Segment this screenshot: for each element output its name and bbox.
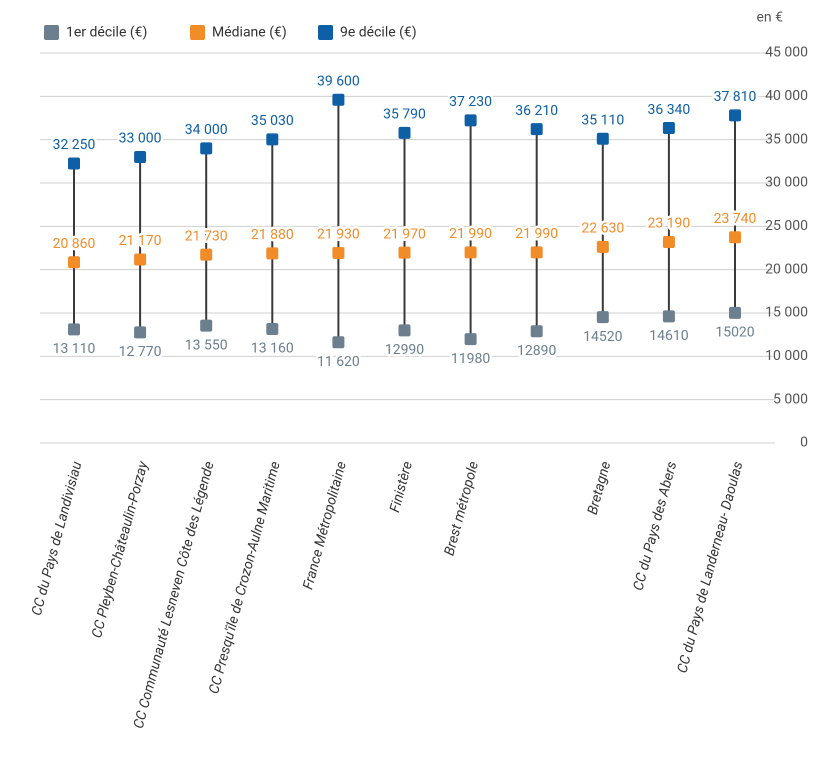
marker — [332, 93, 345, 106]
marker — [464, 246, 477, 259]
y-tick-label: 5 000 — [773, 391, 808, 407]
x-tick-label: CC du Pays des Abers — [630, 460, 680, 593]
data-label: 15020 — [715, 325, 754, 341]
marker — [134, 151, 147, 163]
legend-label: 9e décile (€) — [340, 25, 417, 41]
data-label: 12990 — [385, 342, 424, 358]
data-label: 36 340 — [647, 102, 690, 118]
data-label: 14520 — [583, 329, 622, 345]
marker — [332, 246, 345, 259]
x-tick-label: Finistère — [387, 460, 416, 514]
marker — [398, 246, 411, 259]
y-tick-label: 20 000 — [765, 261, 808, 277]
legend-swatch — [190, 25, 205, 40]
data-label: 13 110 — [53, 341, 96, 357]
x-tick-label: Bretagne — [585, 460, 615, 517]
marker — [266, 133, 279, 146]
data-label: 35 110 — [581, 112, 624, 128]
marker — [200, 142, 213, 155]
data-label: 21 970 — [383, 226, 426, 242]
marker — [68, 256, 80, 269]
y-tick-label: 45 000 — [765, 45, 808, 61]
y-tick-label: 40 000 — [765, 88, 808, 104]
data-label: 21 880 — [251, 227, 294, 243]
data-label: 22 630 — [581, 221, 624, 237]
marker — [68, 157, 80, 170]
data-label: 13 160 — [251, 341, 294, 357]
marker — [68, 323, 80, 336]
marker — [266, 322, 279, 335]
marker — [596, 240, 609, 253]
y-tick-label: 0 — [800, 435, 808, 451]
data-label: 21 930 — [317, 227, 360, 243]
data-label: 34 000 — [185, 122, 228, 138]
data-label: 21 990 — [449, 226, 492, 242]
marker — [530, 246, 543, 259]
marker — [464, 114, 477, 127]
data-label: 39 600 — [317, 74, 360, 90]
legend-label: 1er décile (€) — [66, 25, 147, 41]
marker — [266, 247, 279, 260]
marker — [332, 336, 345, 349]
x-tick-label: Brest métropole — [442, 460, 482, 558]
y-tick-label: 35 000 — [765, 131, 808, 147]
data-label: 13 550 — [185, 337, 228, 353]
data-label: 33 000 — [119, 131, 162, 147]
x-tick-label: CC du Pays de Landerneau- Daoulas — [674, 460, 746, 675]
marker — [398, 324, 411, 337]
data-label: 21 730 — [185, 228, 228, 244]
data-label: 21 990 — [515, 226, 558, 242]
marker — [200, 319, 213, 332]
data-label: 35 030 — [251, 113, 294, 129]
data-label: 12890 — [517, 343, 556, 359]
data-label: 23 740 — [714, 211, 757, 227]
y-tick-label: 15 000 — [765, 305, 808, 321]
data-label: 20 860 — [53, 236, 96, 252]
y-tick-label: 30 000 — [765, 175, 808, 191]
unit-label: en € — [757, 10, 784, 26]
x-tick-label: France Métropolitaine — [300, 460, 350, 591]
legend-swatch — [318, 25, 333, 40]
marker — [662, 236, 675, 249]
data-label: 11 620 — [317, 354, 360, 370]
x-tick-label: CC Pleyben-Châteaulin-Porzay — [89, 459, 152, 639]
data-label: 36 210 — [515, 103, 558, 119]
data-label: 37 230 — [449, 94, 492, 110]
marker — [662, 310, 675, 323]
data-label: 32 250 — [53, 137, 96, 153]
data-label: 23 190 — [647, 216, 690, 232]
marker — [596, 132, 609, 145]
marker — [398, 126, 411, 139]
legend-swatch — [44, 25, 59, 40]
marker — [464, 333, 477, 346]
x-tick-label: CC Communauté Lesneven Côte des Légende — [131, 460, 218, 731]
x-tick-label: CC Presqu'île de Crozon-Aulne Maritime — [206, 460, 284, 696]
marker — [200, 248, 213, 261]
y-tick-label: 25 000 — [765, 218, 808, 234]
marker — [134, 326, 147, 339]
marker — [662, 122, 675, 135]
data-label: 14610 — [649, 328, 688, 344]
marker — [134, 253, 147, 266]
marker — [729, 109, 741, 122]
data-label: 11980 — [451, 351, 490, 367]
x-tick-label: CC du Pays de Landivisiau — [29, 459, 86, 617]
data-label: 35 790 — [383, 107, 426, 123]
marker — [530, 325, 543, 338]
y-tick-label: 10 000 — [765, 348, 808, 364]
legend-label: Médiane (€) — [212, 25, 287, 41]
data-label: 37 810 — [714, 89, 757, 105]
data-label: 21 170 — [119, 233, 162, 249]
marker — [729, 231, 741, 244]
data-label: 12 770 — [119, 344, 162, 360]
marker — [530, 123, 543, 136]
marker — [596, 311, 609, 324]
marker — [729, 306, 741, 319]
